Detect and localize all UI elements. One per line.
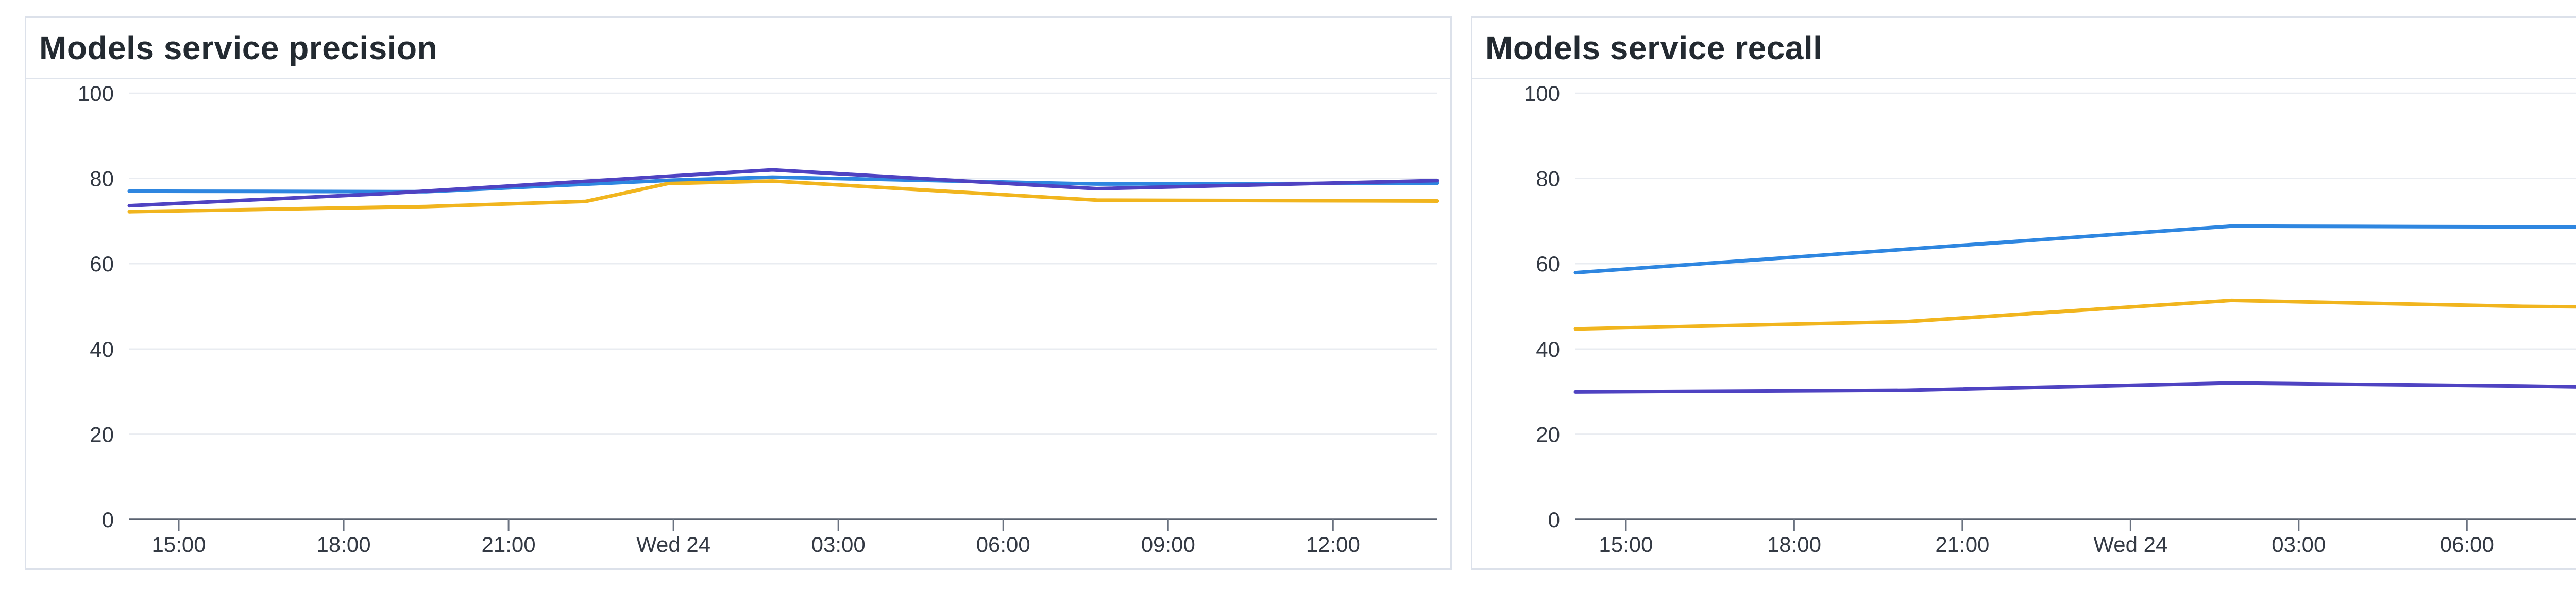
y-tick-label: 40 <box>90 337 114 361</box>
y-tick-label: 80 <box>1536 167 1560 191</box>
panel-title-precision: Models service precision <box>39 29 438 66</box>
recall-line-chart[interactable]: 100 80 60 40 20 0 15:00 18:00 21:00 Wed 24 03:00 06… <box>1472 18 2576 568</box>
panel-models-service-recall: Models service recall 100 80 60 40 20 0 15:00 1… <box>1471 16 2576 570</box>
panel-header: Models service precision <box>26 18 1450 79</box>
y-tick-label: 20 <box>90 422 114 446</box>
x-tick-label: 18:00 <box>1767 532 1821 557</box>
x-tick-label: 18:00 <box>316 532 370 557</box>
panel-title-recall: Models service recall <box>1485 29 1823 66</box>
x-tick-label: 09:00 <box>1141 532 1195 557</box>
x-tick-label: Wed 24 <box>2093 532 2167 557</box>
precision-line-chart[interactable]: 100 80 60 40 20 0 15:00 18:00 21:00 Wed 24 03:00 06… <box>26 18 1450 568</box>
series-line-blue <box>1573 224 2576 275</box>
x-tick-label: 12:00 <box>1306 532 1360 557</box>
x-tick-label: 06:00 <box>976 532 1030 557</box>
y-tick-label: 0 <box>1548 508 1560 532</box>
x-tick-label: 21:00 <box>1935 532 1989 557</box>
x-tick-label: Wed 24 <box>636 532 710 557</box>
panel-header: Models service recall <box>1472 18 2576 79</box>
x-tick-label: 15:00 <box>1599 532 1653 557</box>
series-line-yellow <box>127 179 1439 214</box>
x-tick-label: 03:00 <box>811 532 866 557</box>
series-line-purple <box>1573 381 2576 394</box>
y-tick-label: 100 <box>78 81 114 106</box>
panel-models-service-precision: Models service precision 100 80 60 40 20 0 15:… <box>25 16 1452 570</box>
series-line-blue <box>127 175 1439 194</box>
y-tick-label: 60 <box>90 252 114 276</box>
y-tick-label: 40 <box>1536 337 1560 361</box>
x-tick-label: 21:00 <box>482 532 536 557</box>
x-tick-label: 15:00 <box>151 532 206 557</box>
x-tick-label: 03:00 <box>2272 532 2326 557</box>
y-tick-label: 80 <box>90 167 114 191</box>
series-line-purple <box>127 168 1439 208</box>
y-tick-label: 20 <box>1536 422 1560 446</box>
y-tick-label: 60 <box>1536 252 1560 276</box>
series-line-yellow <box>1573 298 2576 331</box>
y-tick-label: 0 <box>102 508 114 532</box>
y-tick-label: 100 <box>1524 81 1560 106</box>
x-tick-label: 06:00 <box>2440 532 2494 557</box>
